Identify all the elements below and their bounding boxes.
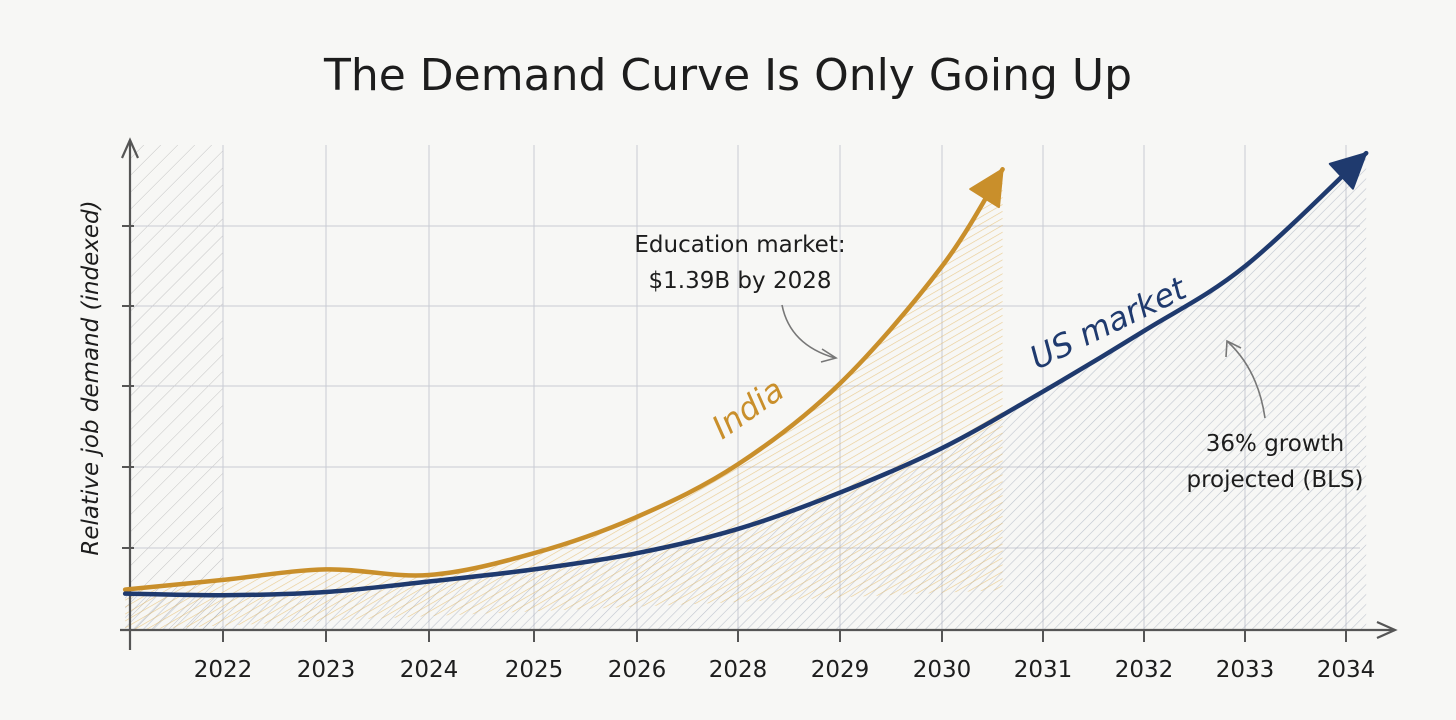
- x-tick-label-2031: 2031: [1014, 657, 1073, 683]
- x-tick-label-2025: 2025: [505, 657, 564, 683]
- annotation-arrow-icon: [1225, 339, 1242, 358]
- annotation-growth-line: projected (BLS): [1186, 467, 1363, 493]
- x-tick-label-2029: 2029: [811, 657, 870, 683]
- series-lines: [122, 150, 1369, 598]
- labels: 2022 2023 2024 2025 2026 2028 2029 2030 2031 2032…: [194, 232, 1376, 683]
- india-line: [122, 167, 1005, 592]
- y-axis-arrow-icon: [120, 137, 140, 159]
- annotation-education-market-line: Education market:: [634, 232, 845, 258]
- x-tick-label-2033: 2033: [1216, 657, 1275, 683]
- india-arrow-icon: [969, 168, 1004, 209]
- chart-title: The Demand Curve Is Only Going Up: [323, 50, 1132, 101]
- x-tick-label-2026: 2026: [608, 657, 667, 683]
- x-tick-label-2030: 2030: [913, 657, 972, 683]
- x-tick-label-2034: 2034: [1317, 657, 1376, 683]
- x-tick-label-2032: 2032: [1115, 657, 1174, 683]
- x-tick-label-2023: 2023: [297, 657, 356, 683]
- x-axis-arrow-icon: [1376, 620, 1398, 640]
- us-market-arrow-icon: [1328, 152, 1368, 190]
- annotation-pointer-education: [781, 304, 836, 359]
- historical-hatch-band: [130, 145, 223, 630]
- axes: [120, 137, 1398, 650]
- x-tick-label-2028: 2028: [709, 657, 768, 683]
- annotation-pointer-growth: [1227, 341, 1266, 419]
- us-market-line: [122, 150, 1369, 598]
- india-area: [125, 169, 1003, 630]
- annotation-growth-line: 36% growth: [1206, 431, 1344, 457]
- annotation-education-market-line: $1.39B by 2028: [649, 268, 832, 294]
- y-axis-label: Relative job demand (indexed): [78, 200, 104, 555]
- annotation-arrow-icon: [820, 348, 838, 363]
- x-tick-label-2024: 2024: [400, 657, 459, 683]
- x-tick-label-2022: 2022: [194, 657, 253, 683]
- us-market-area: [125, 153, 1367, 631]
